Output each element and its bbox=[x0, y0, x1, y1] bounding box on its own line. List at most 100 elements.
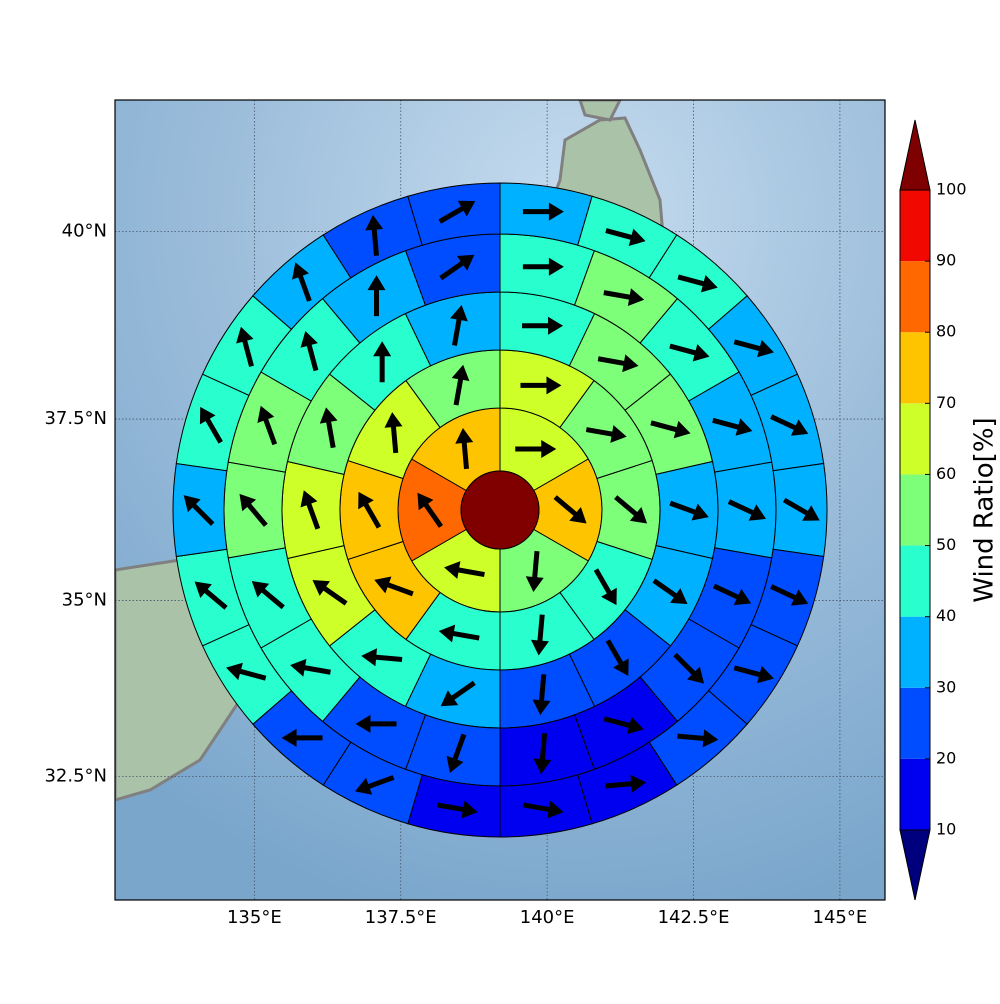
wind-arrow bbox=[281, 728, 323, 747]
x-tick-label: 142.5°E bbox=[658, 907, 730, 928]
wind-arrow bbox=[553, 495, 587, 524]
wind-arrow bbox=[183, 495, 215, 526]
colorbar-bin bbox=[900, 616, 930, 688]
wind-arrow bbox=[522, 257, 564, 276]
wind-arrow bbox=[782, 497, 820, 521]
wind-arrow bbox=[355, 775, 395, 795]
wind-arrow bbox=[444, 561, 485, 579]
colorbar-tick-label: 20 bbox=[936, 748, 956, 767]
wind-arrow bbox=[605, 228, 646, 246]
wind-arrow bbox=[436, 800, 478, 819]
wind-arrow bbox=[669, 343, 710, 362]
wind-arrow bbox=[652, 578, 688, 605]
wind-arrow bbox=[677, 274, 718, 293]
wind-arrow bbox=[319, 407, 338, 449]
wind-arrow bbox=[300, 330, 319, 372]
colorbar-tick-label: 80 bbox=[936, 322, 956, 341]
colorbar-bin bbox=[900, 190, 930, 262]
colorbar-tick-label: 90 bbox=[936, 251, 956, 270]
x-tick-label: 145°E bbox=[813, 907, 868, 928]
wind-arrow bbox=[236, 326, 254, 367]
wind-arrow bbox=[384, 412, 403, 454]
wind-arrow bbox=[593, 568, 617, 606]
wind-arrow bbox=[373, 341, 392, 383]
wind-arrow bbox=[712, 583, 752, 606]
wind-arrow bbox=[733, 339, 774, 358]
colorbar-bin bbox=[900, 332, 930, 404]
wind-arrow bbox=[677, 729, 719, 748]
wind-arrow bbox=[605, 639, 629, 676]
wind-arrow bbox=[603, 288, 645, 306]
colorbar-tick-label: 100 bbox=[936, 180, 967, 199]
wind-arrow bbox=[361, 648, 403, 667]
wind-arrow bbox=[292, 262, 312, 302]
wind-arrow bbox=[650, 420, 691, 439]
wind-arrow bbox=[532, 674, 551, 716]
wind-arrow bbox=[257, 405, 278, 446]
wind-arrow bbox=[355, 714, 397, 733]
colorbar-tick-label: 40 bbox=[936, 606, 956, 625]
wind-arrow bbox=[446, 733, 467, 773]
wind-arrow bbox=[770, 584, 809, 606]
wind-arrow bbox=[358, 491, 382, 529]
center-disc bbox=[460, 470, 540, 550]
wind-arrow bbox=[226, 662, 267, 681]
wind-arrow bbox=[597, 354, 639, 373]
wind-arrow bbox=[239, 493, 268, 527]
wind-arrow bbox=[367, 275, 386, 317]
x-tick-label: 137.5°E bbox=[365, 907, 437, 928]
polar-grid bbox=[172, 182, 828, 838]
wind-arrow bbox=[733, 665, 774, 684]
wind-arrow bbox=[455, 428, 474, 470]
colorbar-extend-low bbox=[899, 829, 931, 901]
wind-arrow bbox=[438, 200, 476, 224]
colorbar-bin bbox=[900, 687, 930, 759]
wind-arrow bbox=[312, 579, 348, 606]
wind-arrow bbox=[727, 499, 767, 521]
map-frame bbox=[114, 99, 886, 901]
y-tick-label: 32.5°N bbox=[44, 765, 107, 786]
colorbar-bin bbox=[900, 474, 930, 546]
wind-arrow bbox=[438, 624, 480, 643]
colorbar-tick-label: 50 bbox=[936, 535, 956, 554]
wind-arrow bbox=[673, 652, 705, 684]
wind-arrow bbox=[533, 733, 552, 775]
wind-arrow bbox=[450, 305, 468, 346]
wind-arrow bbox=[614, 495, 648, 524]
wind-arrow bbox=[585, 425, 627, 443]
wind-arrow bbox=[300, 490, 321, 530]
colorbar-bin bbox=[900, 758, 930, 830]
axes: 135°E 137.5°E 140°E 142.5°E 145°E 32.5°N 35°N 3… bbox=[44, 220, 867, 928]
wind-arrow bbox=[417, 492, 444, 528]
colorbar-tick-label: 10 bbox=[936, 820, 956, 839]
y-tick-label: 40°N bbox=[62, 220, 107, 241]
wind-arrow bbox=[374, 576, 414, 597]
wind-arrow bbox=[522, 316, 564, 335]
wind-arrow bbox=[451, 364, 470, 406]
colorbar-tick-label: 30 bbox=[936, 677, 956, 696]
colorbar-extend-high bbox=[899, 119, 931, 191]
y-tick-label: 35°N bbox=[62, 589, 107, 610]
wind-arrow bbox=[251, 580, 285, 610]
wind-arrow bbox=[440, 680, 476, 707]
colorbar-frame bbox=[899, 189, 931, 831]
x-tick-label: 135°E bbox=[227, 907, 282, 928]
wind-arrow bbox=[290, 658, 331, 677]
wind-arrow bbox=[525, 550, 544, 592]
colorbar-label: Wind Ratio[%] bbox=[970, 417, 1000, 602]
hokkaido bbox=[578, 100, 622, 122]
wind-arrow bbox=[770, 414, 809, 436]
wind-arrow bbox=[515, 439, 557, 458]
colorbar-bin bbox=[900, 261, 930, 333]
wind-arrow bbox=[439, 254, 475, 281]
colorbar: 10 20 30 40 50 60 70 80 90 100 bbox=[899, 119, 967, 901]
wind-arrow bbox=[603, 716, 644, 735]
wind-arrow bbox=[712, 417, 753, 436]
colorbar-bin bbox=[900, 545, 930, 617]
wind-arrow bbox=[522, 800, 564, 819]
wind-arrow bbox=[365, 214, 384, 256]
colorbar-bin bbox=[900, 403, 930, 475]
colorbar-tick-label: 70 bbox=[936, 393, 956, 412]
colorbar-tick-label: 60 bbox=[936, 464, 956, 483]
